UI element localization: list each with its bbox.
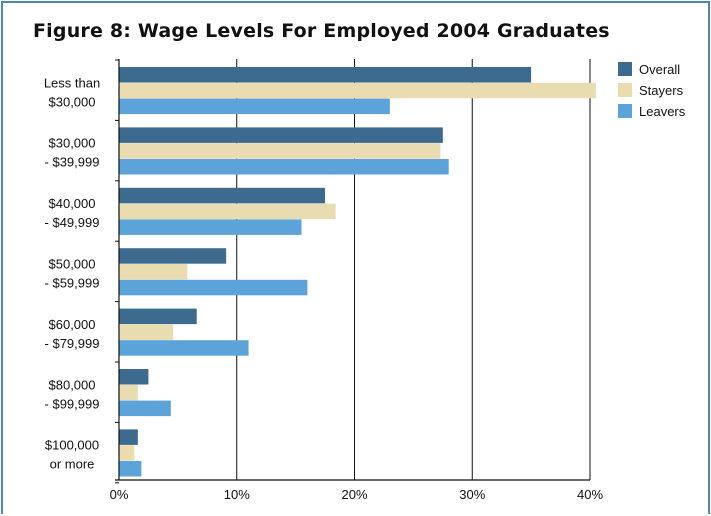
bar-leavers-5 [119,400,171,417]
category-label-5-1: - $99,999 [45,396,100,411]
bar-overall-1 [119,127,443,143]
x-tick-label-30: 30% [459,487,485,502]
bar-leavers-0 [119,98,390,115]
x-tick-label-10: 10% [224,487,250,502]
x-tick-label-40: 40% [577,487,603,502]
bar-stayers-2 [119,203,336,220]
bar-leavers-1 [119,159,449,175]
bar-stayers-3 [119,264,188,280]
legend-swatch-overall [618,62,632,76]
legend-label-stayers: Stayers [639,83,684,98]
category-label-3-1: - $59,999 [45,275,100,290]
bars [119,67,596,477]
bar-overall-3 [119,248,227,264]
bar-leavers-2 [119,219,302,235]
bar-stayers-5 [119,384,138,401]
bar-overall-6 [119,429,138,445]
legend-label-leavers: Leavers [639,104,686,119]
category-label-4-0: $60,000 [49,317,96,332]
axes [115,59,590,484]
gridlines [236,59,591,480]
bar-overall-2 [119,187,326,204]
category-label-0-0: Less than [44,75,100,90]
bar-stayers-6 [119,445,135,461]
category-label-6-1: or more [50,457,95,472]
bar-overall-0 [119,67,532,83]
chart-title: Figure 8: Wage Levels For Employed 2004 … [33,20,610,42]
bar-overall-5 [119,369,149,385]
category-label-6-0: $100,000 [45,438,99,453]
bar-leavers-4 [119,340,249,356]
category-label-1-1: - $39,999 [45,155,100,170]
x-tick-label-0: 0% [110,487,129,502]
x-tick-label-20: 20% [341,487,367,502]
legend-swatch-stayers [618,83,632,97]
bar-stayers-0 [119,82,596,99]
tick-labels: 0% 10% 20% 30% 40% [110,487,604,502]
category-label-0-1: $30,000 [49,94,96,109]
category-label-2-1: - $49,999 [45,215,100,230]
legend-label-overall: Overall [639,62,680,77]
category-label-5-0: $80,000 [49,377,96,392]
category-label-2-0: $40,000 [49,196,96,211]
category-label-3-0: $50,000 [49,256,96,271]
bar-overall-4 [119,308,197,325]
bar-leavers-3 [119,279,308,296]
bar-leavers-6 [119,461,142,477]
legend-swatch-leavers [618,104,632,118]
category-label-1-0: $30,000 [49,136,96,151]
bar-stayers-1 [119,143,441,159]
category-labels: Less than $30,000 $30,000 - $39,999 $40,000 -… [44,75,100,471]
category-label-4-1: - $79,999 [45,336,100,351]
legend: Overall Stayers Leavers [618,62,686,119]
bar-stayers-4 [119,324,174,340]
